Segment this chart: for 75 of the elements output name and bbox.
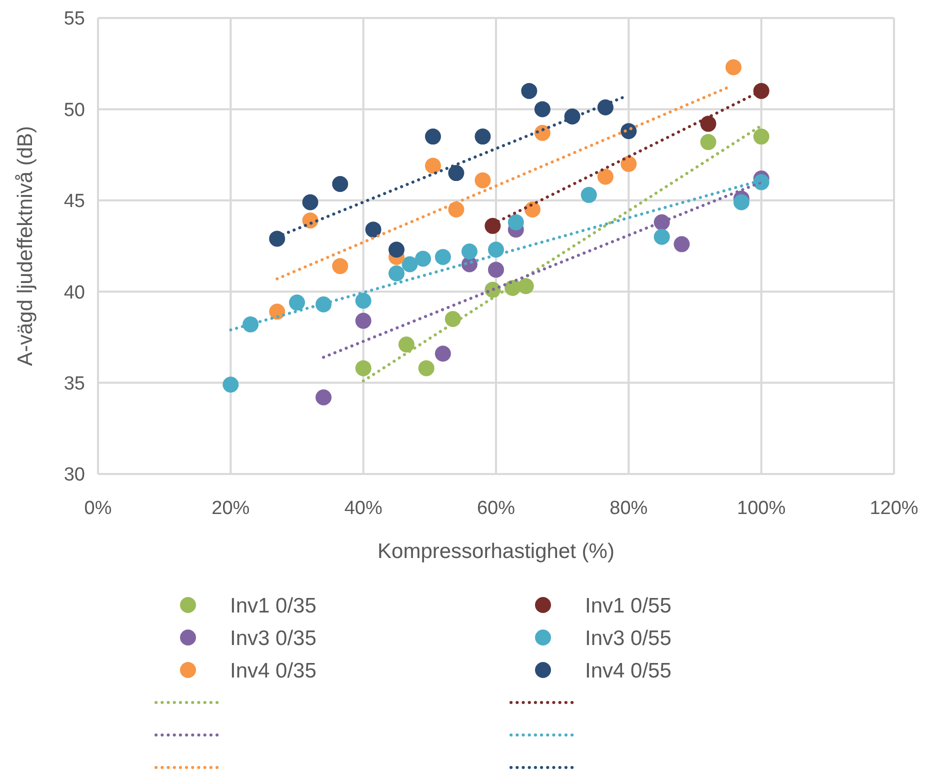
x-tick-label: 100% xyxy=(737,498,786,519)
point xyxy=(674,236,690,252)
y-tick-label: 35 xyxy=(64,373,85,394)
point xyxy=(269,230,286,247)
point xyxy=(222,376,239,393)
point xyxy=(355,292,372,309)
point xyxy=(620,156,637,172)
point xyxy=(461,243,478,260)
point xyxy=(753,128,770,145)
point xyxy=(365,222,382,238)
x-tick-label: 60% xyxy=(476,498,516,519)
point xyxy=(434,346,451,362)
point xyxy=(700,116,716,132)
y-tick-label: 55 xyxy=(64,8,85,30)
legend-label: Inv3 0/55 xyxy=(585,626,672,650)
point xyxy=(402,256,418,272)
x-tick-label: 80% xyxy=(610,498,648,519)
x-tick-label: 20% xyxy=(212,498,250,519)
legend-label: Inv3 0/35 xyxy=(230,626,316,650)
point xyxy=(316,389,332,406)
point xyxy=(508,214,524,230)
point xyxy=(534,124,550,141)
y-tick-label: 50 xyxy=(64,100,85,121)
y-axis-title: A-vägd ljudeffektnivå (dB) xyxy=(14,126,37,366)
point xyxy=(654,228,670,245)
point xyxy=(753,174,770,190)
x-tick-label: 0% xyxy=(84,498,112,519)
point xyxy=(388,265,404,282)
point xyxy=(424,128,441,145)
point xyxy=(725,59,742,76)
point xyxy=(415,250,432,267)
point xyxy=(316,296,332,312)
point xyxy=(484,218,501,234)
point xyxy=(444,310,461,327)
point xyxy=(534,101,550,118)
point xyxy=(580,186,597,203)
point xyxy=(564,108,580,124)
legend-label: Inv1 0/35 xyxy=(230,594,316,618)
y-tick-label: 30 xyxy=(64,464,85,486)
legend-label: Inv1 0/55 xyxy=(585,594,672,618)
point xyxy=(355,312,372,329)
legend-label: Inv4 0/35 xyxy=(230,659,316,682)
point xyxy=(700,134,716,150)
point xyxy=(488,262,504,278)
point xyxy=(597,99,614,116)
point xyxy=(518,278,534,294)
point xyxy=(521,82,538,99)
point xyxy=(302,194,318,210)
point xyxy=(448,202,464,218)
point xyxy=(332,176,348,192)
point xyxy=(753,82,770,99)
point xyxy=(597,168,614,185)
point xyxy=(620,123,637,140)
point xyxy=(448,165,464,182)
y-tick-label: 45 xyxy=(64,191,85,212)
y-tick-label: 40 xyxy=(64,282,85,304)
point xyxy=(474,128,491,145)
point xyxy=(388,242,404,258)
point xyxy=(733,194,750,210)
point xyxy=(289,294,305,311)
x-tick-label: 120% xyxy=(870,498,918,519)
point xyxy=(269,304,286,320)
point xyxy=(398,336,414,352)
point xyxy=(332,258,348,274)
point xyxy=(418,360,434,376)
x-axis-title: Kompressorhastighet (%) xyxy=(378,540,614,563)
point xyxy=(434,248,451,265)
x-tick-label: 40% xyxy=(344,498,382,519)
point xyxy=(242,316,259,332)
point xyxy=(424,158,441,174)
point xyxy=(355,360,372,376)
point xyxy=(474,172,491,188)
legend-label: Inv4 0/55 xyxy=(585,659,672,682)
point xyxy=(488,242,504,258)
point xyxy=(524,202,540,218)
